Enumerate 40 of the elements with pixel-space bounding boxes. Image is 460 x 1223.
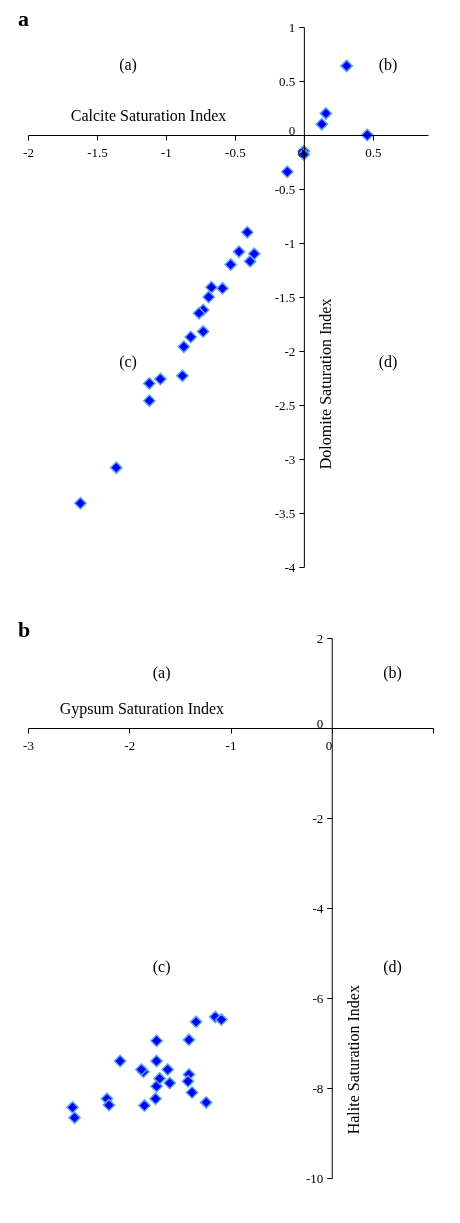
y-axis-title: Halite Saturation Index: [345, 985, 363, 1135]
x-tick-label: -1: [161, 144, 172, 160]
y-tick-label: 0.5: [279, 73, 296, 89]
annotation: (a): [152, 664, 171, 683]
y-tick-label: -2.5: [274, 397, 296, 413]
y-tick-label: -4: [312, 900, 324, 916]
y-tick-label: -2: [284, 343, 296, 359]
annotation: (b): [378, 55, 398, 74]
y-tick-label: -2: [312, 810, 324, 826]
x-tick-label: 0.5: [365, 144, 382, 160]
y-tick-label: 0: [288, 122, 296, 138]
x-tick-label: -3: [23, 737, 34, 753]
annotation: (d): [383, 958, 402, 977]
y-tick-label: 0: [316, 715, 324, 731]
y-tick-label: 1: [288, 19, 296, 35]
y-axis-title: Dolomite Saturation Index: [317, 298, 335, 470]
annotation: (c): [119, 352, 137, 371]
annotation: (a): [119, 55, 137, 74]
annotation: (b): [383, 664, 402, 683]
y-tick-label: -1: [284, 235, 296, 251]
y-tick-label: -3.5: [274, 505, 296, 521]
chart-title: a: [18, 6, 29, 31]
y-tick-label: -0.5: [274, 181, 296, 197]
x-tick-label: -0.5: [225, 144, 246, 160]
y-tick-label: -1.5: [274, 289, 296, 305]
y-tick-label: -3: [284, 451, 296, 467]
y-tick-label: 2: [316, 630, 324, 646]
y-tick-label: -4: [284, 559, 296, 575]
x-axis-title: Gypsum Saturation Index: [59, 699, 225, 718]
x-tick-label: -2: [124, 737, 136, 753]
y-tick-label: -8: [312, 1080, 324, 1096]
y-tick-label: -10: [305, 1170, 324, 1186]
chart-title: b: [18, 617, 31, 642]
annotation: (d): [378, 352, 398, 371]
x-tick-label: -2: [23, 144, 34, 160]
y-tick-label: -6: [312, 990, 324, 1006]
x-axis-title: Calcite Saturation Index: [70, 106, 227, 124]
x-tick-label: -1: [225, 737, 237, 753]
annotation: (c): [152, 958, 171, 977]
x-tick-label: -1.5: [87, 144, 108, 160]
